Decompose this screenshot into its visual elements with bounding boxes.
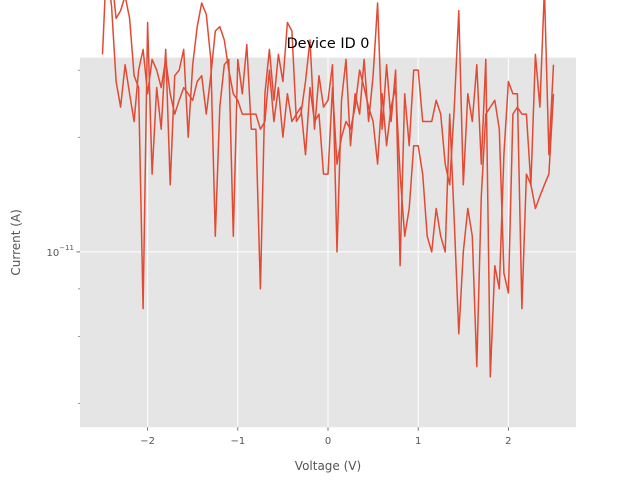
ticks: −2 −1 0 1 2 10−11 [46,69,512,447]
x-tick-label: 1 [415,436,421,447]
y-axis-label: Current (A) [9,209,23,275]
series-line-1 [110,0,555,368]
chart-title: Device ID 0 [287,36,370,52]
x-tick-label: −1 [230,436,245,447]
grid [80,57,576,428]
series-group [101,0,555,378]
x-tick-label: −2 [140,436,155,447]
x-axis-label: Voltage (V) [295,459,361,473]
x-tick-label: 2 [505,436,511,447]
series-line-2 [101,0,555,378]
y-tick-label: 10−11 [46,244,74,259]
x-tick-label: 0 [325,436,331,447]
